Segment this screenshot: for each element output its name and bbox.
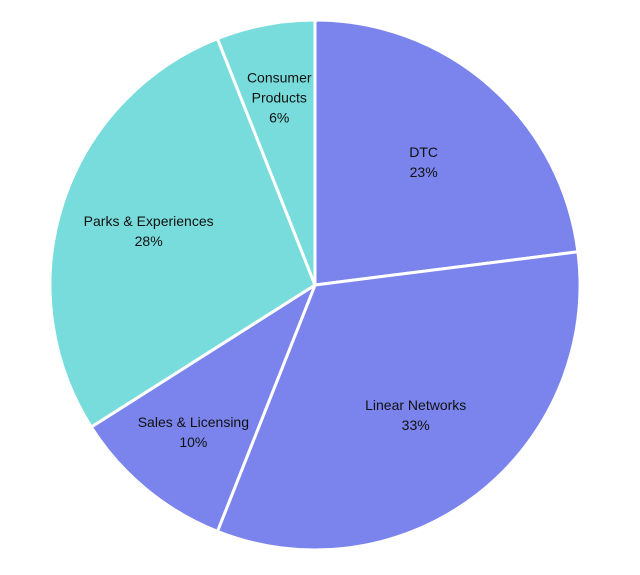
- slice-consumer-products: [215, 18, 317, 287]
- slice-percent: 6%: [269, 110, 289, 126]
- slice-name: Products: [252, 90, 307, 106]
- label-consumer-products: Consumer Products 6%: [247, 70, 312, 126]
- slice-name: Sales & Licensing: [138, 414, 249, 430]
- slice-name: Consumer: [247, 70, 312, 86]
- slice-dtc: [313, 18, 580, 287]
- pie-slices: [48, 18, 582, 552]
- slice-parks-and-experiences: [48, 37, 317, 429]
- slice-percent: 33%: [402, 417, 430, 433]
- pie-labels: DTC 23% Linear Networks 33% Sales & Licensin…: [84, 70, 467, 450]
- label-parks-and-experiences: Parks & Experiences 28%: [84, 213, 214, 249]
- slice-name: Linear Networks: [365, 397, 466, 413]
- slice-sales-and-licensing: [89, 283, 317, 533]
- slice-name: Parks & Experiences: [84, 213, 214, 229]
- slice-linear-networks: [215, 250, 582, 552]
- label-sales-and-licensing: Sales & Licensing 10%: [138, 414, 249, 450]
- slice-percent: 28%: [135, 233, 163, 249]
- label-linear-networks: Linear Networks 33%: [365, 397, 466, 433]
- slice-percent: 23%: [410, 164, 438, 180]
- slice-percent: 10%: [179, 434, 207, 450]
- slice-name: DTC: [409, 144, 438, 160]
- label-dtc: DTC 23%: [409, 144, 438, 180]
